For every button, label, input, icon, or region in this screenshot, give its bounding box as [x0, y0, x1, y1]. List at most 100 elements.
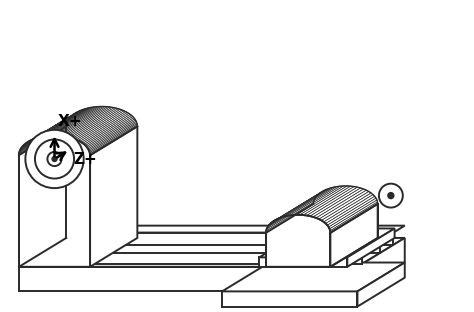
- Polygon shape: [38, 108, 87, 138]
- Polygon shape: [20, 120, 68, 150]
- Polygon shape: [42, 107, 91, 137]
- Polygon shape: [77, 111, 126, 140]
- Polygon shape: [293, 186, 344, 215]
- Polygon shape: [19, 238, 405, 267]
- Circle shape: [379, 184, 403, 207]
- Polygon shape: [27, 113, 76, 142]
- Polygon shape: [78, 112, 128, 141]
- Polygon shape: [22, 118, 70, 148]
- Polygon shape: [42, 241, 380, 253]
- Polygon shape: [347, 228, 394, 267]
- Polygon shape: [269, 195, 318, 225]
- Polygon shape: [51, 106, 100, 135]
- Polygon shape: [42, 234, 392, 241]
- Polygon shape: [22, 117, 71, 147]
- Polygon shape: [83, 115, 132, 144]
- Polygon shape: [60, 107, 109, 136]
- Polygon shape: [307, 187, 357, 216]
- Polygon shape: [19, 126, 66, 267]
- Polygon shape: [82, 114, 130, 143]
- Polygon shape: [55, 226, 405, 232]
- Polygon shape: [310, 187, 361, 217]
- Polygon shape: [280, 188, 330, 218]
- Polygon shape: [49, 107, 99, 136]
- Polygon shape: [87, 118, 135, 148]
- Polygon shape: [286, 187, 337, 216]
- Polygon shape: [58, 107, 108, 136]
- Polygon shape: [19, 267, 357, 291]
- Polygon shape: [19, 126, 66, 267]
- Polygon shape: [63, 107, 112, 136]
- Polygon shape: [19, 121, 67, 151]
- Polygon shape: [36, 109, 85, 138]
- Polygon shape: [324, 193, 373, 223]
- Polygon shape: [271, 193, 320, 223]
- Polygon shape: [71, 109, 120, 138]
- Polygon shape: [283, 187, 334, 217]
- Polygon shape: [259, 257, 347, 267]
- Text: Z+: Z+: [74, 152, 98, 167]
- Polygon shape: [90, 123, 137, 153]
- Polygon shape: [19, 126, 137, 155]
- Polygon shape: [89, 121, 137, 151]
- Polygon shape: [45, 107, 94, 136]
- Polygon shape: [313, 188, 364, 218]
- Circle shape: [35, 139, 74, 178]
- Text: X+: X+: [57, 115, 82, 129]
- Polygon shape: [19, 155, 90, 267]
- Polygon shape: [24, 251, 362, 264]
- Polygon shape: [54, 106, 103, 135]
- Polygon shape: [357, 262, 405, 306]
- Polygon shape: [303, 186, 354, 216]
- Circle shape: [52, 157, 57, 162]
- Polygon shape: [266, 202, 313, 233]
- Polygon shape: [290, 186, 340, 216]
- Polygon shape: [64, 107, 114, 137]
- Polygon shape: [273, 192, 322, 222]
- Polygon shape: [75, 110, 124, 140]
- Polygon shape: [19, 135, 90, 267]
- Polygon shape: [90, 125, 137, 155]
- Polygon shape: [326, 195, 375, 225]
- Polygon shape: [24, 115, 72, 145]
- Polygon shape: [32, 110, 82, 140]
- Polygon shape: [266, 200, 314, 231]
- Polygon shape: [88, 120, 136, 150]
- Polygon shape: [328, 198, 377, 229]
- Polygon shape: [90, 126, 137, 267]
- Polygon shape: [55, 232, 393, 245]
- Circle shape: [26, 130, 83, 188]
- Polygon shape: [19, 125, 66, 155]
- Polygon shape: [319, 190, 369, 220]
- Polygon shape: [25, 115, 73, 144]
- Polygon shape: [46, 107, 96, 136]
- Polygon shape: [19, 124, 66, 154]
- Polygon shape: [321, 192, 371, 222]
- Polygon shape: [31, 111, 80, 140]
- Polygon shape: [26, 114, 75, 143]
- Polygon shape: [268, 196, 316, 227]
- Polygon shape: [222, 262, 405, 291]
- Polygon shape: [40, 108, 90, 137]
- Polygon shape: [19, 123, 67, 153]
- Polygon shape: [328, 196, 376, 227]
- Polygon shape: [357, 238, 405, 291]
- Circle shape: [388, 193, 394, 199]
- Polygon shape: [85, 117, 134, 147]
- Polygon shape: [80, 113, 129, 142]
- Polygon shape: [24, 242, 378, 251]
- Polygon shape: [330, 204, 378, 267]
- Polygon shape: [90, 124, 137, 154]
- Polygon shape: [88, 119, 136, 149]
- Polygon shape: [277, 189, 328, 219]
- Polygon shape: [266, 215, 330, 267]
- Polygon shape: [29, 112, 78, 141]
- Polygon shape: [300, 186, 351, 215]
- Polygon shape: [296, 186, 347, 215]
- Polygon shape: [275, 190, 325, 220]
- Polygon shape: [73, 109, 122, 139]
- Polygon shape: [222, 291, 357, 306]
- Polygon shape: [259, 228, 394, 257]
- Circle shape: [47, 152, 62, 166]
- Polygon shape: [67, 108, 116, 137]
